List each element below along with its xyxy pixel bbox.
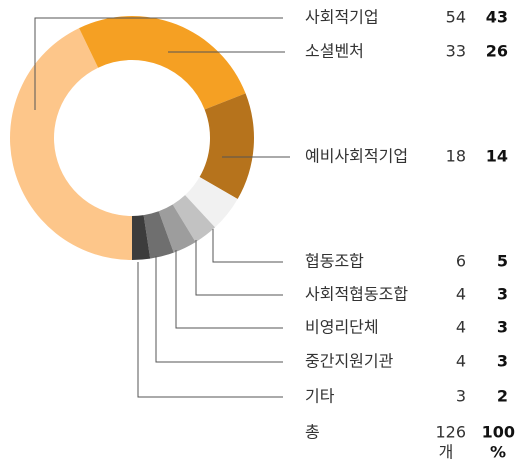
count-label: 33 <box>446 42 466 61</box>
total-percent: 100 <box>482 423 515 442</box>
percent-label: 3 <box>497 318 508 337</box>
percent-label: 43 <box>486 8 508 27</box>
percent-label: 5 <box>497 252 508 271</box>
count-label: 6 <box>456 252 466 271</box>
percent-label: 2 <box>497 387 508 406</box>
category-label: 중간지원기관 <box>305 352 394 371</box>
percent-label: 14 <box>486 147 508 166</box>
count-label: 54 <box>446 8 466 27</box>
count-label: 18 <box>446 147 466 166</box>
percent-unit: % <box>490 443 506 462</box>
count-label: 4 <box>456 352 466 371</box>
category-label: 협동조합 <box>305 252 364 271</box>
count-label: 3 <box>456 387 466 406</box>
percent-label: 3 <box>497 285 508 304</box>
count-label: 4 <box>456 285 466 304</box>
donut-slice <box>185 177 238 228</box>
category-label: 사회적협동조합 <box>305 285 408 304</box>
donut-slice <box>132 215 151 260</box>
total-unit: 개 <box>439 443 454 462</box>
donut-slice <box>158 204 196 253</box>
leader-line <box>212 229 283 263</box>
category-label: 기타 <box>305 387 335 406</box>
total-count: 126 <box>435 423 466 442</box>
percent-label: 3 <box>497 352 508 371</box>
leader-line <box>137 262 283 398</box>
count-label: 4 <box>456 318 466 337</box>
leader-line <box>195 240 283 296</box>
donut-slice <box>143 211 174 259</box>
category-label: 비영리단체 <box>305 318 379 337</box>
donut-slice <box>172 195 215 243</box>
donut-slice <box>199 93 254 199</box>
donut-slice <box>79 16 246 110</box>
category-label: 예비사회적기업 <box>305 147 408 166</box>
leader-line <box>34 17 283 110</box>
category-label: 사회적기업 <box>305 8 379 27</box>
total-label: 총 <box>305 423 320 442</box>
leader-line <box>175 250 283 329</box>
leader-line <box>155 256 283 363</box>
category-label: 소셜벤처 <box>305 42 364 61</box>
donut-slice <box>10 28 132 260</box>
percent-label: 26 <box>486 42 508 61</box>
